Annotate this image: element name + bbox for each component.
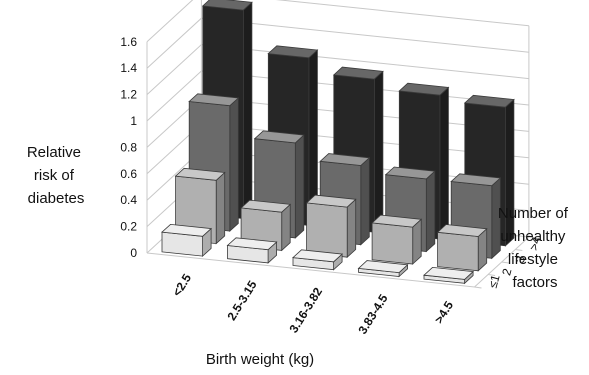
y-axis-label-line: risk of — [34, 167, 75, 184]
y-tick-label: 1.2 — [120, 88, 137, 102]
bar-top-face — [332, 66, 384, 80]
bar-side-face — [360, 156, 370, 246]
y-tick-label: 0.4 — [120, 193, 137, 207]
bar-top-face — [398, 82, 450, 96]
y-tick-labels: 0 0.2 0.4 0.6 0.8 1 1.2 1.4 1.6 — [120, 35, 137, 260]
bar-top-face — [174, 167, 226, 181]
depth-tick-label: ≤1 — [486, 273, 503, 290]
x-category-label: 2.5-3.15 — [224, 278, 259, 323]
bar-side-face — [425, 170, 436, 253]
bar-side-face — [294, 134, 305, 239]
bar-top-face — [305, 194, 357, 208]
y-axis-label-line: Relative — [27, 144, 81, 161]
bar-side-face — [439, 86, 449, 240]
depth-tick-mark — [501, 261, 509, 264]
depth-tick-mark — [515, 249, 523, 251]
bar-top-face — [226, 237, 278, 251]
gridline — [146, 0, 529, 43]
bar-top-face — [371, 214, 423, 228]
y-tick-label: 1 — [130, 114, 137, 128]
y-axis-label-line: diabetes — [28, 190, 85, 207]
bar-top-face — [188, 93, 240, 107]
depth-axis-label-line: Number of — [498, 205, 569, 222]
bar-top-face — [423, 266, 475, 280]
bar — [436, 224, 488, 272]
bar-top-face — [253, 130, 305, 144]
bar-top-face — [450, 173, 502, 187]
bar-top-face — [292, 249, 344, 263]
depth-tick-label: 2 — [499, 267, 514, 277]
x-category-label: 3.83-4.5 — [355, 292, 390, 337]
bar — [371, 214, 423, 265]
depth-tick-label: >4 — [526, 235, 543, 252]
bar-top-face — [436, 224, 488, 237]
bar-side-face — [215, 171, 226, 245]
bar — [423, 266, 475, 285]
y-tick-label: 0.6 — [120, 167, 137, 181]
x-category-label: <2.5 — [170, 271, 195, 299]
x-category-label: >4.5 — [432, 298, 457, 326]
bar-side-face — [229, 97, 239, 233]
depth-axis-label-line: lifestyle — [508, 251, 558, 268]
y-tick-label: 0.8 — [120, 140, 137, 154]
bar-side-face — [373, 70, 384, 234]
depth-axis-label-line: unhealthy — [500, 228, 566, 245]
bar — [292, 249, 344, 271]
y-tick-label: 0.2 — [120, 220, 137, 234]
bar-front-face — [306, 202, 348, 258]
bar-top-face — [240, 199, 292, 213]
bar — [161, 223, 213, 258]
bar — [357, 260, 409, 278]
depth-tick-mark — [474, 286, 482, 289]
bar-front-face — [437, 231, 479, 272]
bar — [226, 237, 278, 264]
depth-tick-labels: ≤12 3 >4 — [486, 235, 544, 290]
depth-tick-mark — [528, 236, 536, 239]
bar-side-face — [504, 98, 515, 247]
bar-side-face — [242, 1, 253, 220]
bar-top-face — [161, 223, 213, 237]
y-tick-label: 1.4 — [120, 61, 137, 75]
y-tick-label: 0 — [130, 246, 137, 260]
bar-top-face — [267, 45, 319, 59]
bar-top-face — [357, 260, 409, 274]
bar-top-face — [201, 0, 253, 11]
bar-top-face — [319, 153, 371, 166]
bars — [161, 0, 515, 285]
depth-axis-label: Number of unhealthy lifestyle factors — [498, 205, 572, 291]
bar-top-face — [463, 94, 515, 108]
bar-top-face — [384, 166, 436, 180]
depth-axis-label-line: factors — [512, 274, 557, 291]
bar — [305, 194, 357, 259]
bar-front-face — [371, 222, 414, 265]
bar-side-face — [346, 198, 357, 259]
x-category-label: 3.16-3.82 — [286, 285, 325, 336]
depth-tick-mark — [488, 274, 496, 276]
depth-tick-label: 3 — [513, 254, 528, 264]
x-axis-label: Birth weight (kg) — [206, 351, 314, 368]
y-tick-label: 1.6 — [120, 35, 137, 49]
y-axis-label: Relative risk of diabetes — [27, 144, 85, 207]
